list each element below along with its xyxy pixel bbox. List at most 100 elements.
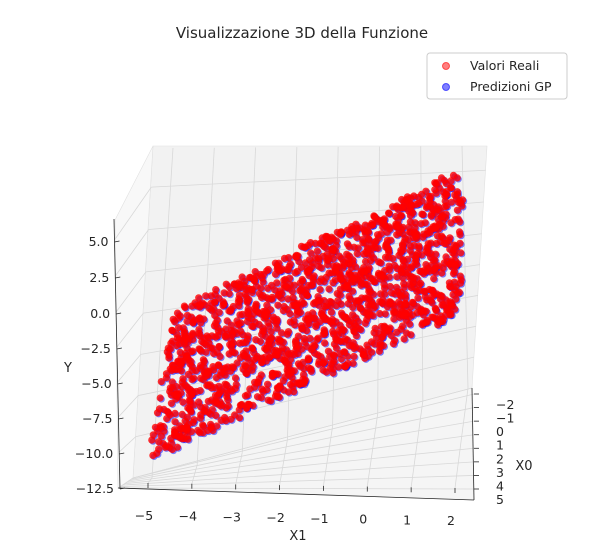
point-valori-reali xyxy=(235,302,243,310)
point-valori-reali xyxy=(217,416,225,424)
z-grid-line xyxy=(117,487,475,490)
point-valori-reali xyxy=(313,247,321,255)
point-valori-reali xyxy=(204,381,212,389)
point-valori-reali xyxy=(261,332,269,340)
point-valori-reali xyxy=(244,310,252,318)
point-valori-reali xyxy=(393,264,401,272)
x-tick-label: −5 xyxy=(135,508,153,523)
point-valori-reali xyxy=(314,296,322,304)
point-valori-reali xyxy=(306,266,314,274)
point-valori-reali xyxy=(264,396,272,404)
point-valori-reali xyxy=(177,360,185,369)
point-valori-reali xyxy=(423,230,431,238)
point-valori-reali xyxy=(370,340,378,348)
point-valori-reali xyxy=(440,176,448,185)
point-valori-reali xyxy=(199,362,207,370)
point-valori-reali xyxy=(447,177,455,185)
point-valori-reali xyxy=(354,317,362,325)
legend-label-valori-reali: Valori Reali xyxy=(470,58,539,73)
point-valori-reali xyxy=(414,294,422,302)
point-valori-reali xyxy=(317,353,325,361)
point-valori-reali xyxy=(248,344,256,352)
point-valori-reali xyxy=(372,334,381,342)
point-valori-reali xyxy=(221,380,229,388)
point-valori-reali xyxy=(337,355,345,363)
point-valori-reali xyxy=(233,359,241,367)
point-valori-reali xyxy=(417,308,425,316)
point-valori-reali xyxy=(165,354,173,362)
point-valori-reali xyxy=(449,171,458,179)
point-valori-reali xyxy=(173,443,181,451)
point-valori-reali xyxy=(305,271,313,279)
point-valori-reali xyxy=(157,378,165,386)
point-valori-reali xyxy=(360,250,368,258)
point-valori-reali xyxy=(363,306,371,314)
point-valori-reali xyxy=(386,282,394,291)
point-valori-reali xyxy=(438,269,446,277)
point-valori-reali xyxy=(292,253,300,261)
point-valori-reali xyxy=(436,207,444,215)
point-valori-reali xyxy=(376,341,384,349)
y-grid-line-side xyxy=(119,477,134,488)
point-valori-reali xyxy=(212,374,220,382)
point-valori-reali xyxy=(321,339,329,347)
y-tick-mark xyxy=(116,312,122,315)
point-valori-reali xyxy=(446,245,454,253)
point-valori-reali xyxy=(408,311,416,319)
point-valori-reali xyxy=(178,410,186,418)
point-valori-reali xyxy=(306,314,314,322)
point-valori-reali xyxy=(206,410,214,418)
point-valori-reali xyxy=(321,239,329,247)
point-valori-reali xyxy=(167,391,175,399)
point-valori-reali xyxy=(343,240,351,248)
point-valori-reali xyxy=(290,316,298,324)
point-valori-reali xyxy=(312,320,320,328)
point-valori-reali xyxy=(225,307,233,315)
y-tick-label: 0.0 xyxy=(90,306,110,321)
z-tick-label: 3 xyxy=(496,465,504,480)
z-grid-line xyxy=(126,434,475,483)
point-valori-reali xyxy=(447,310,455,319)
point-valori-reali xyxy=(399,256,407,264)
point-valori-reali xyxy=(200,368,208,377)
point-valori-reali xyxy=(246,274,254,282)
point-valori-reali xyxy=(377,290,385,298)
point-valori-reali xyxy=(377,259,385,267)
point-valori-reali xyxy=(387,236,395,244)
point-valori-reali xyxy=(336,337,344,346)
point-valori-reali xyxy=(228,331,236,339)
point-valori-reali xyxy=(307,249,315,257)
y-tick-label: −10.0 xyxy=(75,446,113,461)
point-valori-reali xyxy=(156,424,164,432)
point-valori-reali xyxy=(298,345,306,353)
point-valori-reali xyxy=(385,273,393,281)
point-valori-reali xyxy=(446,260,454,268)
z-grid-line xyxy=(122,461,475,486)
y-grid-line-back xyxy=(151,169,486,188)
x-tick-label: 2 xyxy=(447,513,455,528)
legend: Valori Reali Predizioni GP xyxy=(426,52,568,100)
point-valori-reali xyxy=(433,179,441,187)
point-valori-reali xyxy=(215,308,223,316)
point-valori-reali xyxy=(409,209,417,217)
series-valori-reali xyxy=(148,171,467,459)
z-tick-label: 5 xyxy=(496,492,504,507)
point-valori-reali xyxy=(357,326,365,334)
point-valori-reali xyxy=(313,335,321,344)
point-valori-reali xyxy=(210,349,218,357)
point-valori-reali xyxy=(433,232,441,240)
point-valori-reali xyxy=(430,207,438,215)
point-valori-reali xyxy=(211,384,219,392)
point-valori-reali xyxy=(415,281,423,289)
point-valori-reali xyxy=(211,298,219,306)
point-valori-reali xyxy=(400,335,408,343)
point-valori-reali xyxy=(439,301,447,309)
point-valori-reali xyxy=(267,328,275,336)
point-valori-reali xyxy=(169,361,177,369)
x-tick-label: 0 xyxy=(359,512,367,527)
point-valori-reali xyxy=(421,219,429,227)
point-valori-reali xyxy=(208,306,216,314)
point-valori-reali xyxy=(204,334,213,342)
point-valori-reali xyxy=(439,188,447,196)
